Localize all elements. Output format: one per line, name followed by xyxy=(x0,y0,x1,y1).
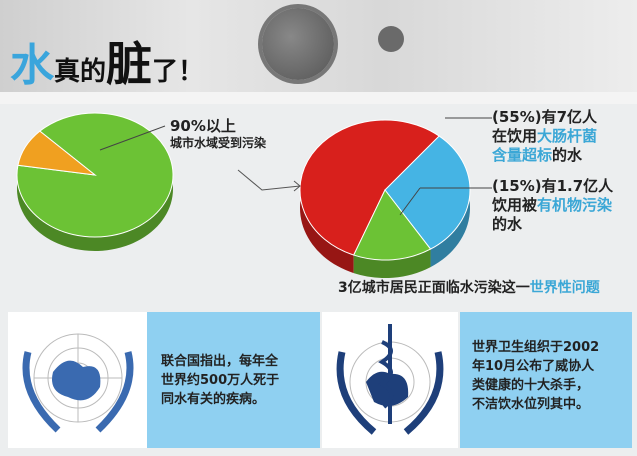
who-emblem-icon xyxy=(336,324,444,435)
who-text-panel: 世界卫生组织于2002 年10月公布了威协人 类健康的十大杀手， 不洁饮水位列其… xyxy=(460,312,632,448)
label-line: 90%以上 xyxy=(170,117,236,135)
text-line: 同水有关的疾病。 xyxy=(161,392,266,407)
pie-slice-1 xyxy=(17,130,97,176)
pie-chart-right xyxy=(299,119,471,279)
caption: 3亿城市居民正面临水污染这一世界性问题 xyxy=(338,280,600,297)
label-highlight: 大肠杆菌 xyxy=(537,127,598,145)
title-part: 水 xyxy=(10,40,54,91)
leader-line xyxy=(399,187,421,216)
text-line: 类健康的十大杀手， xyxy=(472,378,590,393)
who-logo-panel xyxy=(322,312,458,448)
un-text-panel: 联合国指出，每年全 世界约500万人死于 同水有关的疾病。 xyxy=(147,312,320,448)
label-text: 在饮用 xyxy=(492,127,538,145)
un-emblem-icon xyxy=(22,333,134,433)
label-line: (15%)有1.7亿人 xyxy=(492,177,614,195)
text-line: 世界约500万人死于 xyxy=(161,373,280,388)
arrow xyxy=(237,169,301,191)
arrow-head-icon xyxy=(293,180,301,192)
label-highlight: 含量超标 xyxy=(492,146,553,164)
right-label-a: (55%)有7亿人 在饮用大肠杆菌 含量超标的水 xyxy=(492,108,597,165)
pie-slice-2 xyxy=(353,189,432,261)
text-line: 年10月公布了威协人 xyxy=(472,359,595,374)
un-logo-panel xyxy=(8,312,147,448)
label-text: 的水 xyxy=(552,146,583,164)
pie-slice-0 xyxy=(299,119,440,256)
pie-slice-side xyxy=(353,249,431,279)
caption-highlight: 世界性问题 xyxy=(529,280,600,296)
pie-slice-1 xyxy=(384,135,471,250)
page-title: 水真的脏了！ xyxy=(10,28,204,94)
title-part: 了！ xyxy=(152,57,205,87)
right-label-b: (15%)有1.7亿人 饮用被有机物污染 的水 xyxy=(492,177,613,234)
virus-icon xyxy=(378,26,404,52)
pie-chart-left xyxy=(16,112,174,251)
text-line: 不洁饮水位列其中。 xyxy=(472,397,590,412)
who-text: 世界卫生组织于2002 年10月公布了威协人 类健康的十大杀手， 不洁饮水位列其… xyxy=(472,338,599,414)
text-line: 世界卫生组织于2002 xyxy=(472,340,600,355)
caption-text: 3亿城市居民正面临水污染这一 xyxy=(338,280,530,296)
leader-line xyxy=(99,125,166,151)
title-part: 脏 xyxy=(106,37,153,91)
virus-icon xyxy=(262,8,334,80)
left-label: 90%以上 城市水域受到污染 xyxy=(170,118,266,152)
divider xyxy=(0,92,637,104)
title-part: 真的 xyxy=(54,57,107,87)
label-highlight: 有机物污染 xyxy=(537,196,613,214)
label-line: 的水 xyxy=(492,215,523,233)
un-text: 联合国指出，每年全 世界约500万人死于 同水有关的疾病。 xyxy=(161,352,279,409)
label-line: 城市水域受到污染 xyxy=(170,136,267,150)
label-text: 饮用被 xyxy=(492,196,538,214)
label-line: (55%)有7亿人 xyxy=(492,108,598,126)
text-line: 联合国指出，每年全 xyxy=(161,354,279,369)
